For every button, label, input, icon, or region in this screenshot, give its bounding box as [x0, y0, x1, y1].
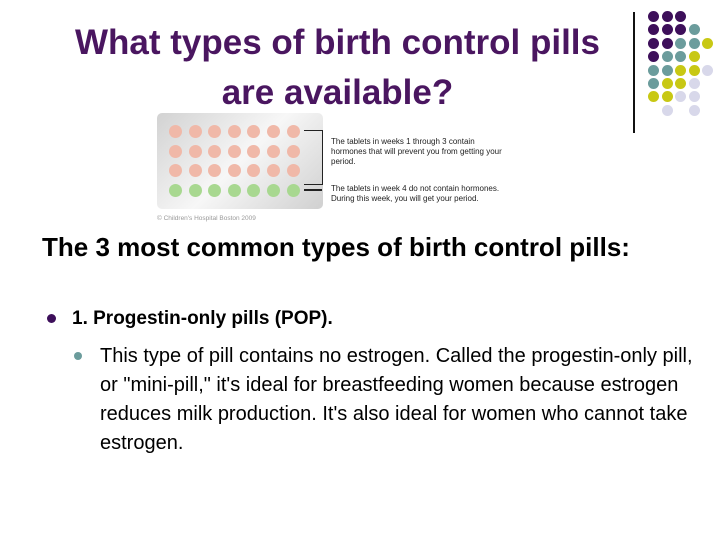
placebo-pill	[188, 183, 202, 197]
hormone-pill	[247, 125, 261, 138]
placebo-pill	[286, 183, 300, 197]
decorative-dot	[702, 64, 713, 76]
placebo-pill	[247, 183, 261, 197]
hormone-pill	[286, 164, 300, 178]
hormone-pill	[208, 144, 222, 158]
decorative-dot	[662, 37, 673, 49]
hormone-pill	[227, 164, 241, 178]
decorative-dot	[648, 11, 659, 22]
decorative-dot	[662, 91, 673, 103]
divider-line	[633, 12, 635, 133]
decorative-dot	[689, 64, 700, 76]
decorative-dot	[675, 51, 686, 63]
decorative-dot	[648, 51, 659, 63]
copyright: © Children's Hospital Boston 2009	[157, 215, 256, 222]
hormone-pill	[208, 125, 222, 138]
slide-title: What types of birth control pills are av…	[75, 23, 600, 112]
note-weeks-1-3: The tablets in weeks 1 through 3 contain…	[331, 137, 502, 166]
week4-pointer	[304, 189, 322, 191]
weeks-bracket	[304, 130, 323, 185]
decorative-dot	[689, 51, 700, 63]
sub-bullet-icon	[74, 352, 82, 360]
decorative-dot	[648, 91, 659, 103]
decorative-dot	[689, 37, 700, 49]
decorative-dot	[675, 78, 686, 89]
decorative-dot	[702, 37, 713, 49]
decorative-dot	[675, 24, 686, 36]
decorative-dot	[648, 78, 659, 89]
placebo-pill	[267, 183, 280, 197]
hormone-pill	[267, 144, 280, 158]
decorative-dot	[689, 91, 700, 103]
decorative-dot	[662, 11, 673, 22]
hormone-pill	[227, 125, 241, 138]
sub-bullet-description: This type of pill contains no estrogen. …	[100, 345, 693, 454]
decorative-dot	[689, 104, 700, 116]
hormone-pill	[188, 164, 202, 178]
hormone-pill	[188, 125, 202, 138]
decorative-dot	[648, 24, 659, 36]
decorative-dot	[662, 104, 673, 116]
decorative-dot	[648, 64, 659, 76]
section-heading: The 3 most common types of birth control…	[42, 232, 630, 262]
hormone-pill	[169, 125, 182, 138]
hormone-pill	[188, 144, 202, 158]
decorative-dot	[662, 78, 673, 89]
bullet-progestin-only: 1. Progestin-only pills (POP).	[72, 308, 333, 329]
decorative-dot	[648, 37, 659, 49]
decorative-dot	[662, 64, 673, 76]
decorative-dot	[675, 11, 686, 22]
pill-pack-image	[157, 113, 323, 209]
decorative-dot	[675, 64, 686, 76]
hormone-pill	[227, 144, 241, 158]
placebo-pill	[227, 183, 241, 197]
hormone-pill	[169, 144, 182, 158]
bullet-icon	[47, 314, 56, 323]
decorative-dot	[689, 78, 700, 89]
placebo-pill	[169, 183, 182, 197]
hormone-pill	[267, 125, 280, 138]
hormone-pill	[247, 144, 261, 158]
placebo-pill	[208, 183, 222, 197]
hormone-pill	[286, 144, 300, 158]
hormone-pill	[247, 164, 261, 178]
hormone-pill	[208, 164, 222, 178]
hormone-pill	[169, 164, 182, 178]
hormone-pill	[286, 125, 300, 138]
decorative-dot	[662, 51, 673, 63]
decorative-dot	[689, 24, 700, 36]
hormone-pill	[267, 164, 280, 178]
decorative-dot	[675, 91, 686, 103]
decorative-dot	[662, 24, 673, 36]
decorative-dot	[675, 37, 686, 49]
note-week-4: The tablets in week 4 do not contain hor…	[331, 184, 500, 203]
